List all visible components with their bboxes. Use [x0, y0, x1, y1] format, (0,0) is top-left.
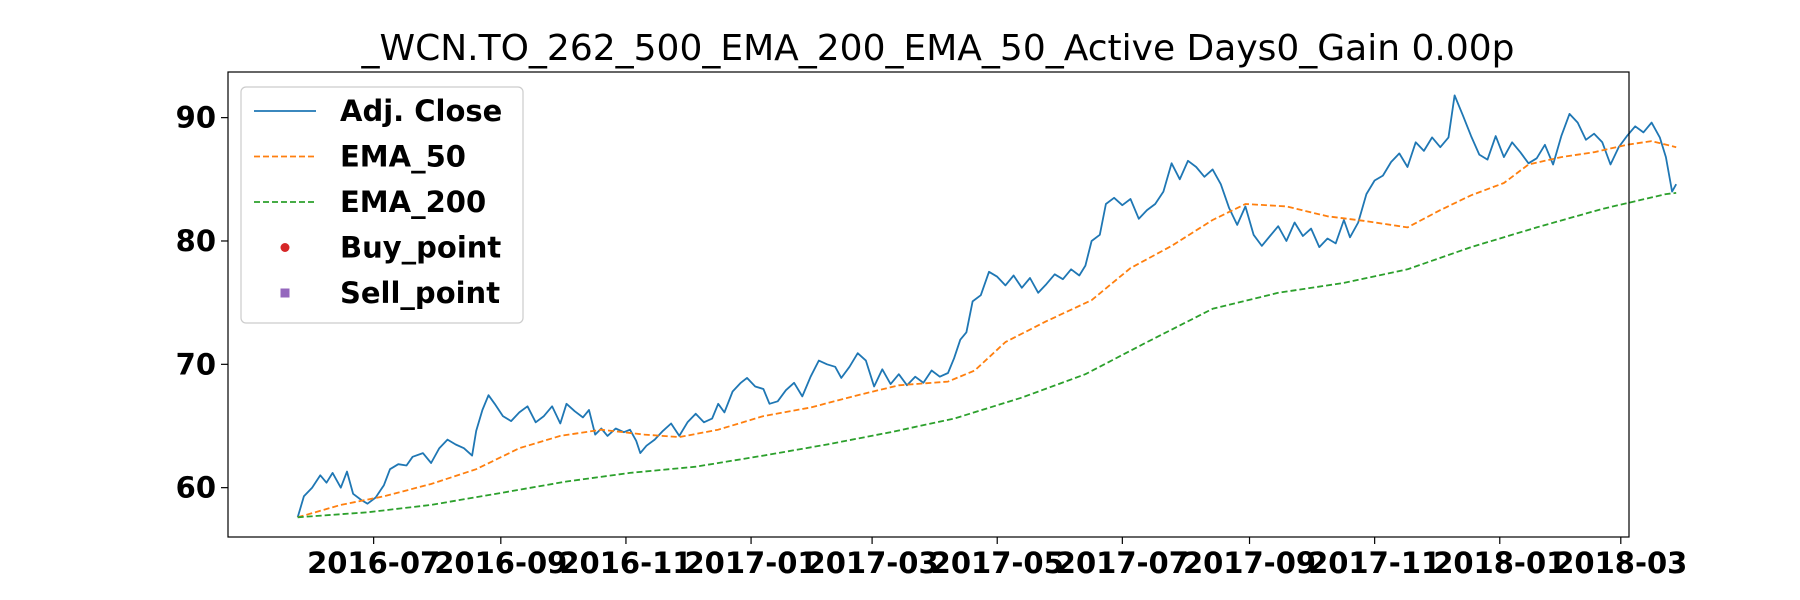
axis-ticks: 2016-072016-092016-112017-012017-032017-… — [176, 101, 1688, 580]
series-line-2 — [297, 192, 1677, 519]
x-tick-label-1: 2016-09 — [434, 546, 567, 580]
series-line-1 — [297, 140, 1677, 519]
x-tick-label-0: 2016-07 — [307, 546, 440, 580]
y-tick-label-1: 70 — [176, 347, 216, 381]
x-tick-label-4: 2017-03 — [806, 546, 939, 580]
legend-label-2: EMA_200 — [340, 185, 486, 219]
chart-title: _WCN.TO_262_500_EMA_200_EMA_50_Active Da… — [360, 28, 1514, 69]
x-tick-label-5: 2017-05 — [931, 546, 1064, 580]
x-tick-label-3: 2017-01 — [685, 546, 818, 580]
x-tick-label-10: 2018-03 — [1554, 546, 1687, 580]
x-tick-label-9: 2018-01 — [1433, 546, 1566, 580]
x-tick-label-6: 2017-07 — [1056, 546, 1189, 580]
y-tick-label-0: 60 — [176, 471, 216, 505]
y-tick-label-3: 90 — [176, 101, 216, 135]
legend-box — [240, 86, 524, 324]
legend-marker-3 — [280, 243, 290, 252]
legend-label-0: Adj. Close — [340, 94, 502, 128]
y-tick-label-2: 80 — [176, 224, 216, 258]
x-tick-label-2: 2016-11 — [559, 546, 692, 580]
x-tick-label-7: 2017-09 — [1183, 546, 1316, 580]
legend-label-1: EMA_50 — [340, 140, 466, 174]
plot-lines — [296, 94, 1677, 519]
legend-label-4: Sell_point — [340, 276, 500, 310]
legend-marker-4 — [280, 288, 290, 298]
x-tick-label-8: 2017-11 — [1308, 546, 1441, 580]
legend-label-3: Buy_point — [340, 231, 501, 265]
series-line-0 — [296, 94, 1677, 518]
legend: Adj. Close EMA_50 EMA_200 Buy_point Sell_poi… — [240, 86, 524, 324]
plot-frame — [227, 71, 1630, 538]
